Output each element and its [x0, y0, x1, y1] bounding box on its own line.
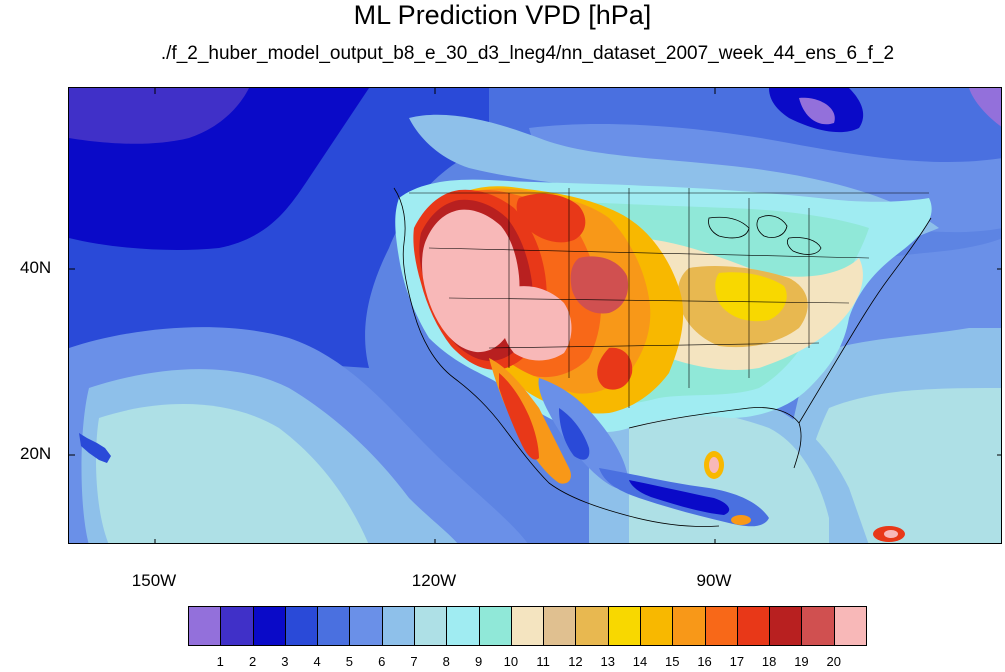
map-subtitle: ./f_2_huber_model_output_b8_e_30_d3_lneg…	[160, 43, 895, 64]
colorbar-swatch	[414, 606, 448, 646]
colorbar-swatch	[284, 606, 319, 646]
colorbar-label: 17	[729, 654, 745, 669]
vpd-contour-map	[69, 88, 1001, 543]
colorbar-label: 9	[474, 654, 483, 669]
colorbar-label: 12	[568, 654, 583, 669]
colorbar-swatch	[672, 606, 706, 646]
colorbar-swatch	[317, 606, 351, 646]
colorbar-swatch	[543, 606, 577, 646]
lon-label-120w: 120W	[411, 571, 457, 590]
map-panel	[68, 87, 1002, 544]
colorbar-swatch	[188, 606, 222, 646]
colorbar-label: 20	[826, 654, 841, 669]
colorbar-swatch	[381, 606, 415, 646]
colorbar-swatch	[801, 606, 835, 646]
colorbar-label: 10	[503, 654, 519, 669]
colorbar-swatch	[640, 606, 674, 646]
colorbar-swatch	[446, 606, 480, 646]
colorbar-swatch	[349, 606, 383, 646]
colorbar-label: 13	[600, 654, 615, 669]
colorbar-label: 18	[761, 654, 777, 669]
colorbar-label: 3	[281, 654, 289, 669]
colorbar-swatch	[769, 606, 803, 646]
colorbar-label: 5	[345, 654, 354, 669]
colorbar-swatch	[252, 606, 286, 646]
map-title: ML Prediction VPD [hPa]	[353, 0, 652, 30]
colorbar-label: 4	[313, 654, 321, 669]
colorbar-swatch	[478, 606, 512, 646]
colorbar-label: 8	[442, 654, 450, 669]
colorbar-label: 1	[216, 654, 224, 669]
colorbar-label: 7	[410, 654, 418, 669]
colorbar-swatch	[607, 606, 641, 646]
lon-label-150w: 150W	[131, 571, 177, 590]
colorbar-swatch	[220, 606, 254, 646]
colorbar-swatch	[736, 606, 771, 646]
colorbar-label: 15	[665, 654, 680, 669]
colorbar-label: 19	[794, 654, 809, 669]
colorbar-swatch	[833, 606, 867, 646]
colorbar-label: 14	[632, 654, 648, 669]
colorbar-label: 16	[697, 654, 712, 669]
colorbar-swatch	[575, 606, 609, 646]
colorbar-label: 2	[248, 654, 257, 669]
colorbar-swatch	[510, 606, 545, 646]
lat-label-40n: 40N	[20, 258, 52, 277]
lon-label-90w: 90W	[696, 571, 732, 590]
colorbar	[188, 606, 867, 648]
colorbar-swatch	[704, 606, 738, 646]
colorbar-label: 6	[378, 654, 386, 669]
colorbar-label: 11	[536, 654, 550, 669]
lat-label-20n: 20N	[20, 444, 52, 463]
